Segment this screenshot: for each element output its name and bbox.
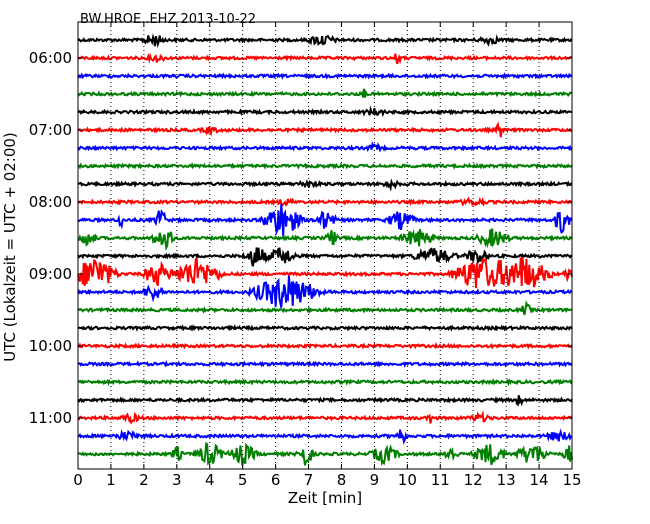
trace-1045 [77, 395, 573, 407]
x-tick-label: 4 [205, 471, 215, 489]
axes-frame [77, 21, 573, 470]
trace-1000 [77, 341, 573, 350]
trace-0545 [77, 33, 573, 49]
x-tick-label: 14 [530, 471, 549, 489]
x-tick-label: 3 [172, 471, 182, 489]
trace-1100 [77, 410, 573, 425]
chart-title: BW.HROE..EHZ 2013-10-22 [80, 12, 257, 27]
y-tick-label: 10:00 [29, 337, 72, 355]
trace-0845 [77, 247, 573, 267]
x-tick-label: 8 [337, 471, 347, 489]
trace-0715 [77, 141, 573, 153]
trace-0800 [77, 196, 573, 207]
trace-0930 [77, 300, 573, 316]
x-tick-label: 11 [431, 471, 450, 489]
trace-0600 [77, 52, 573, 65]
x-tick-label: 15 [562, 471, 581, 489]
trace-0900 [77, 257, 573, 289]
x-tick-label: 7 [304, 471, 314, 489]
y-tick-label: 08:00 [29, 193, 72, 211]
y-tick-label: 09:00 [29, 265, 72, 283]
plot-border [77, 21, 573, 470]
trace-0700 [77, 121, 573, 138]
y-tick-label: 11:00 [29, 409, 72, 427]
x-tick-label: 6 [271, 471, 281, 489]
trace-1115 [77, 428, 573, 445]
trace-1130 [77, 441, 573, 466]
x-tick-label: 13 [497, 471, 516, 489]
trace-1030 [77, 378, 573, 387]
trace-0630 [77, 88, 573, 98]
trace-layer [77, 33, 573, 466]
trace-0615 [77, 72, 573, 80]
trace-0815 [78, 203, 572, 237]
trace-0730 [77, 162, 573, 170]
y-tick-label: 06:00 [29, 49, 72, 67]
x-tick-label: 10 [398, 471, 417, 489]
x-tick-label: 1 [106, 471, 116, 489]
x-tick-label: 0 [73, 471, 83, 489]
y-axis-label: UTC (Lokalzeit = UTC + 02:00) [1, 132, 19, 362]
trace-0945 [77, 324, 573, 332]
y-tick-label: 07:00 [29, 121, 72, 139]
grid-layer [110, 22, 540, 469]
tick-layer: 0 1 2 3 4 5 6 7 8 9 10 11 12 13 14 1506:0007:0008:0009:… [29, 22, 582, 489]
trace-0915 [77, 275, 573, 308]
x-tick-label: 12 [464, 471, 483, 489]
x-tick-label: 5 [238, 471, 248, 489]
trace-0745 [77, 178, 573, 192]
x-axis-label: Zeit [min] [288, 489, 362, 507]
trace-1015 [77, 359, 573, 368]
trace-0830 [77, 228, 573, 252]
x-tick-label: 2 [139, 471, 149, 489]
trace-0645 [77, 105, 573, 118]
x-tick-label: 9 [370, 471, 380, 489]
